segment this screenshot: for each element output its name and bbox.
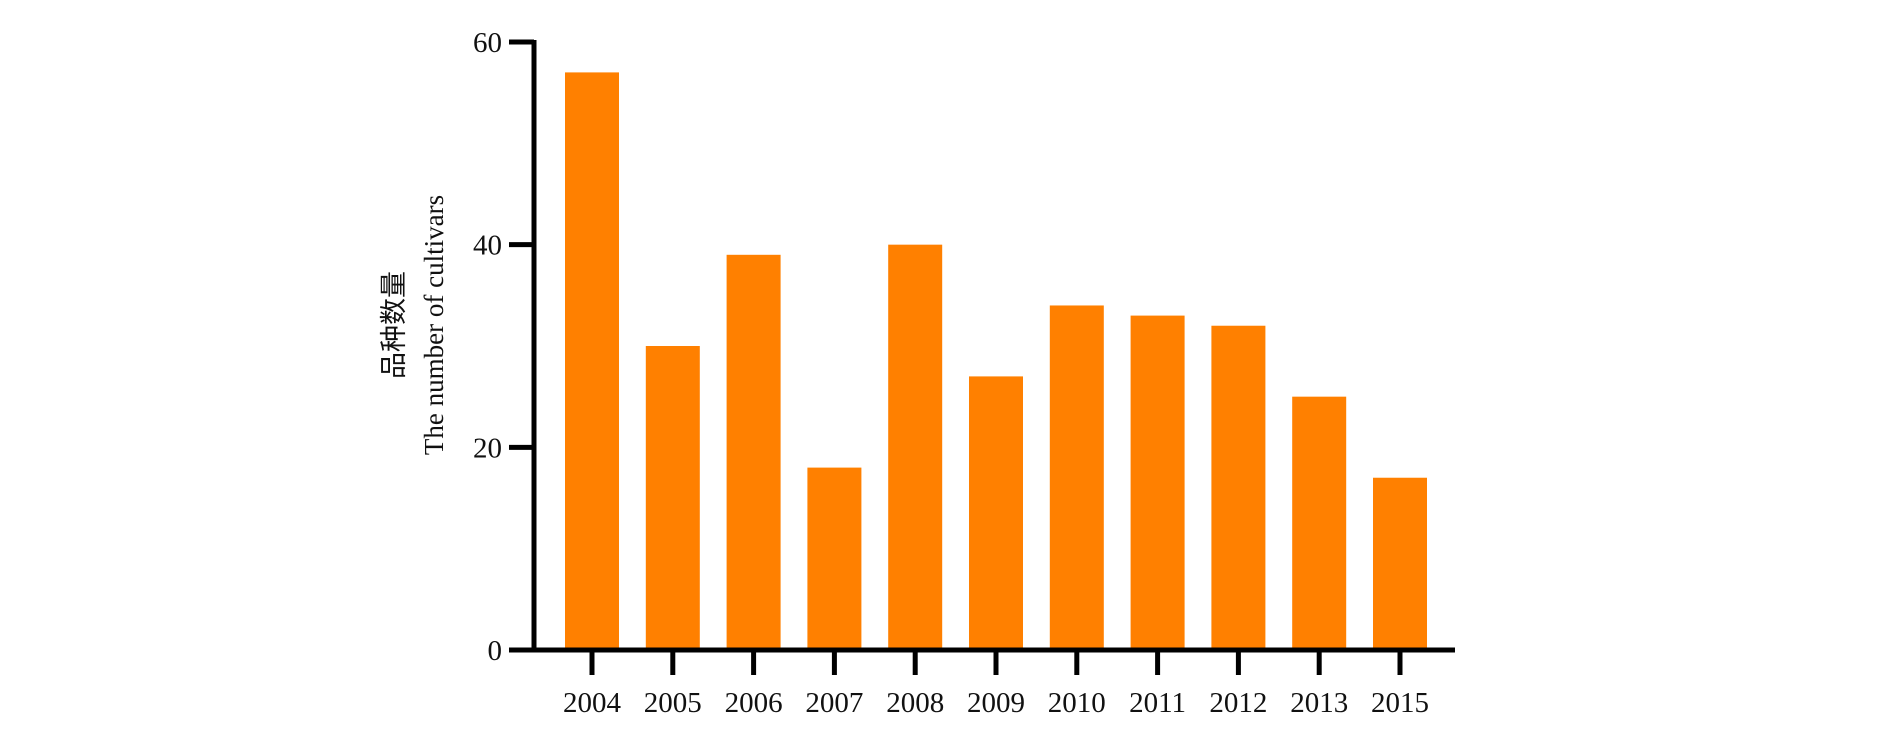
x-tick-label: 2010 bbox=[1048, 687, 1106, 719]
y-axis-label-chinese: 品种数量 bbox=[379, 271, 409, 379]
x-tick-label: 2005 bbox=[644, 687, 702, 719]
y-tick-label: 20 bbox=[473, 432, 502, 464]
y-tick-label: 0 bbox=[488, 635, 503, 667]
y-tick-label: 60 bbox=[473, 27, 502, 59]
bar-2009 bbox=[969, 376, 1023, 650]
y-tick-label: 40 bbox=[473, 230, 502, 262]
bar-2015 bbox=[1373, 477, 1427, 650]
bar-2006 bbox=[726, 254, 781, 651]
x-tick-label: 2007 bbox=[805, 687, 863, 719]
bar-2008 bbox=[888, 244, 943, 650]
bar-2013 bbox=[1292, 396, 1347, 650]
x-tick-label: 2013 bbox=[1290, 687, 1348, 719]
axes-group bbox=[531, 40, 1455, 653]
bar-2004 bbox=[565, 72, 619, 650]
y-axis-label-english: The number of cultivars bbox=[419, 195, 449, 455]
y-tick-group: 0 20 40 60 bbox=[473, 27, 534, 667]
x-tick-label: 2011 bbox=[1129, 687, 1186, 719]
bar-2007 bbox=[807, 467, 862, 650]
x-tick-label: 2015 bbox=[1371, 687, 1429, 719]
bar-2011 bbox=[1130, 315, 1185, 650]
bar-2010 bbox=[1049, 305, 1104, 650]
y-axis-label: 品种数量 The number of cultivars bbox=[379, 195, 449, 455]
x-tick-label: 2009 bbox=[967, 687, 1025, 719]
bar-2012 bbox=[1211, 325, 1266, 650]
x-tick-label: 2006 bbox=[725, 687, 783, 719]
x-tick-label: 2008 bbox=[886, 687, 944, 719]
x-tick-label: 2012 bbox=[1209, 687, 1267, 719]
x-tick-label: 2004 bbox=[563, 687, 622, 719]
x-tick-group: 2004 2005 2006 2007 2008 2009 2010 2011 2012 2013… bbox=[563, 650, 1429, 719]
bar-group bbox=[565, 72, 1427, 651]
bar-2005 bbox=[645, 346, 700, 650]
